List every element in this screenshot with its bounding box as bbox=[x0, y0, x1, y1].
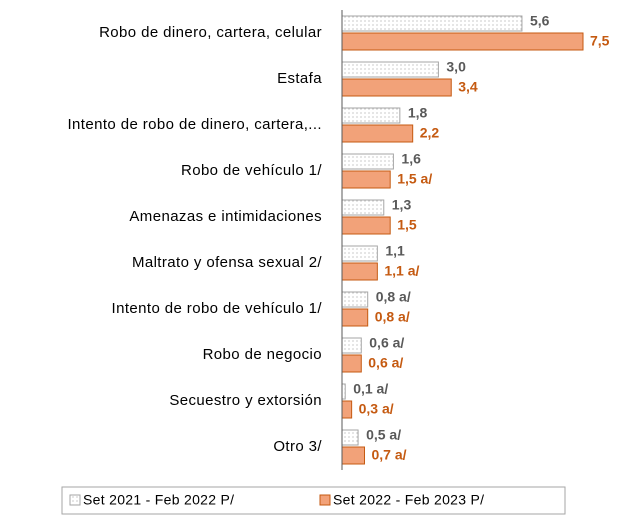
value-label: 1,8 bbox=[408, 105, 428, 121]
category-label: Intento de robo de vehículo 1/ bbox=[112, 300, 323, 317]
bar bbox=[341, 32, 584, 51]
category-label: Robo de negocio bbox=[203, 346, 322, 363]
value-label: 1,3 bbox=[392, 197, 412, 213]
category-label: Otro 3/ bbox=[273, 438, 322, 455]
category-label: Robo de dinero, cartera, celular bbox=[99, 24, 322, 41]
category-label: Intento de robo de dinero, cartera,... bbox=[67, 116, 322, 133]
legend-swatch bbox=[69, 494, 81, 506]
category-label: Robo de vehículo 1/ bbox=[181, 162, 322, 179]
bar bbox=[341, 337, 362, 354]
value-label: 1,1 bbox=[385, 243, 405, 259]
bar bbox=[341, 199, 385, 216]
bar bbox=[341, 170, 391, 189]
value-label: 0,3 a/ bbox=[359, 401, 394, 417]
legend-box bbox=[61, 486, 566, 515]
bar bbox=[341, 78, 452, 97]
bar bbox=[341, 354, 362, 373]
value-label: 3,0 bbox=[446, 59, 466, 75]
category-label: Maltrato y ofensa sexual 2/ bbox=[132, 254, 322, 271]
bar bbox=[341, 61, 439, 78]
bar bbox=[341, 308, 369, 327]
bar bbox=[341, 245, 378, 262]
value-label: 3,4 bbox=[458, 79, 478, 95]
value-label: 0,6 a/ bbox=[369, 335, 404, 351]
value-label: 0,5 a/ bbox=[366, 427, 401, 443]
value-label: 0,8 a/ bbox=[375, 309, 410, 325]
value-label: 0,7 a/ bbox=[371, 447, 406, 463]
category-label: Secuestro y extorsión bbox=[169, 392, 322, 409]
bar bbox=[341, 153, 394, 170]
legend-label: Set 2021 - Feb 2022 P/ bbox=[83, 492, 234, 508]
value-label: 5,6 bbox=[530, 13, 550, 29]
legend-swatch bbox=[319, 494, 331, 506]
bar bbox=[341, 124, 414, 143]
value-label: 1,5 bbox=[397, 217, 417, 233]
bar bbox=[341, 15, 523, 32]
value-label: 1,1 a/ bbox=[384, 263, 419, 279]
value-label: 0,6 a/ bbox=[368, 355, 403, 371]
legend-label: Set 2022 - Feb 2023 P/ bbox=[333, 492, 484, 508]
category-label: Amenazas e intimidaciones bbox=[129, 208, 322, 225]
bar bbox=[341, 291, 369, 308]
value-label: 2,2 bbox=[420, 125, 440, 141]
value-label: 0,8 a/ bbox=[376, 289, 411, 305]
value-label: 7,5 bbox=[590, 33, 610, 49]
bar bbox=[341, 446, 365, 465]
bar bbox=[341, 262, 378, 281]
value-label: 1,6 bbox=[401, 151, 421, 167]
bar bbox=[341, 429, 359, 446]
category-label: Estafa bbox=[277, 70, 322, 87]
bar bbox=[341, 107, 401, 124]
bar bbox=[341, 216, 391, 235]
value-label: 1,5 a/ bbox=[397, 171, 432, 187]
value-label: 0,1 a/ bbox=[353, 381, 388, 397]
bar bbox=[341, 400, 353, 419]
